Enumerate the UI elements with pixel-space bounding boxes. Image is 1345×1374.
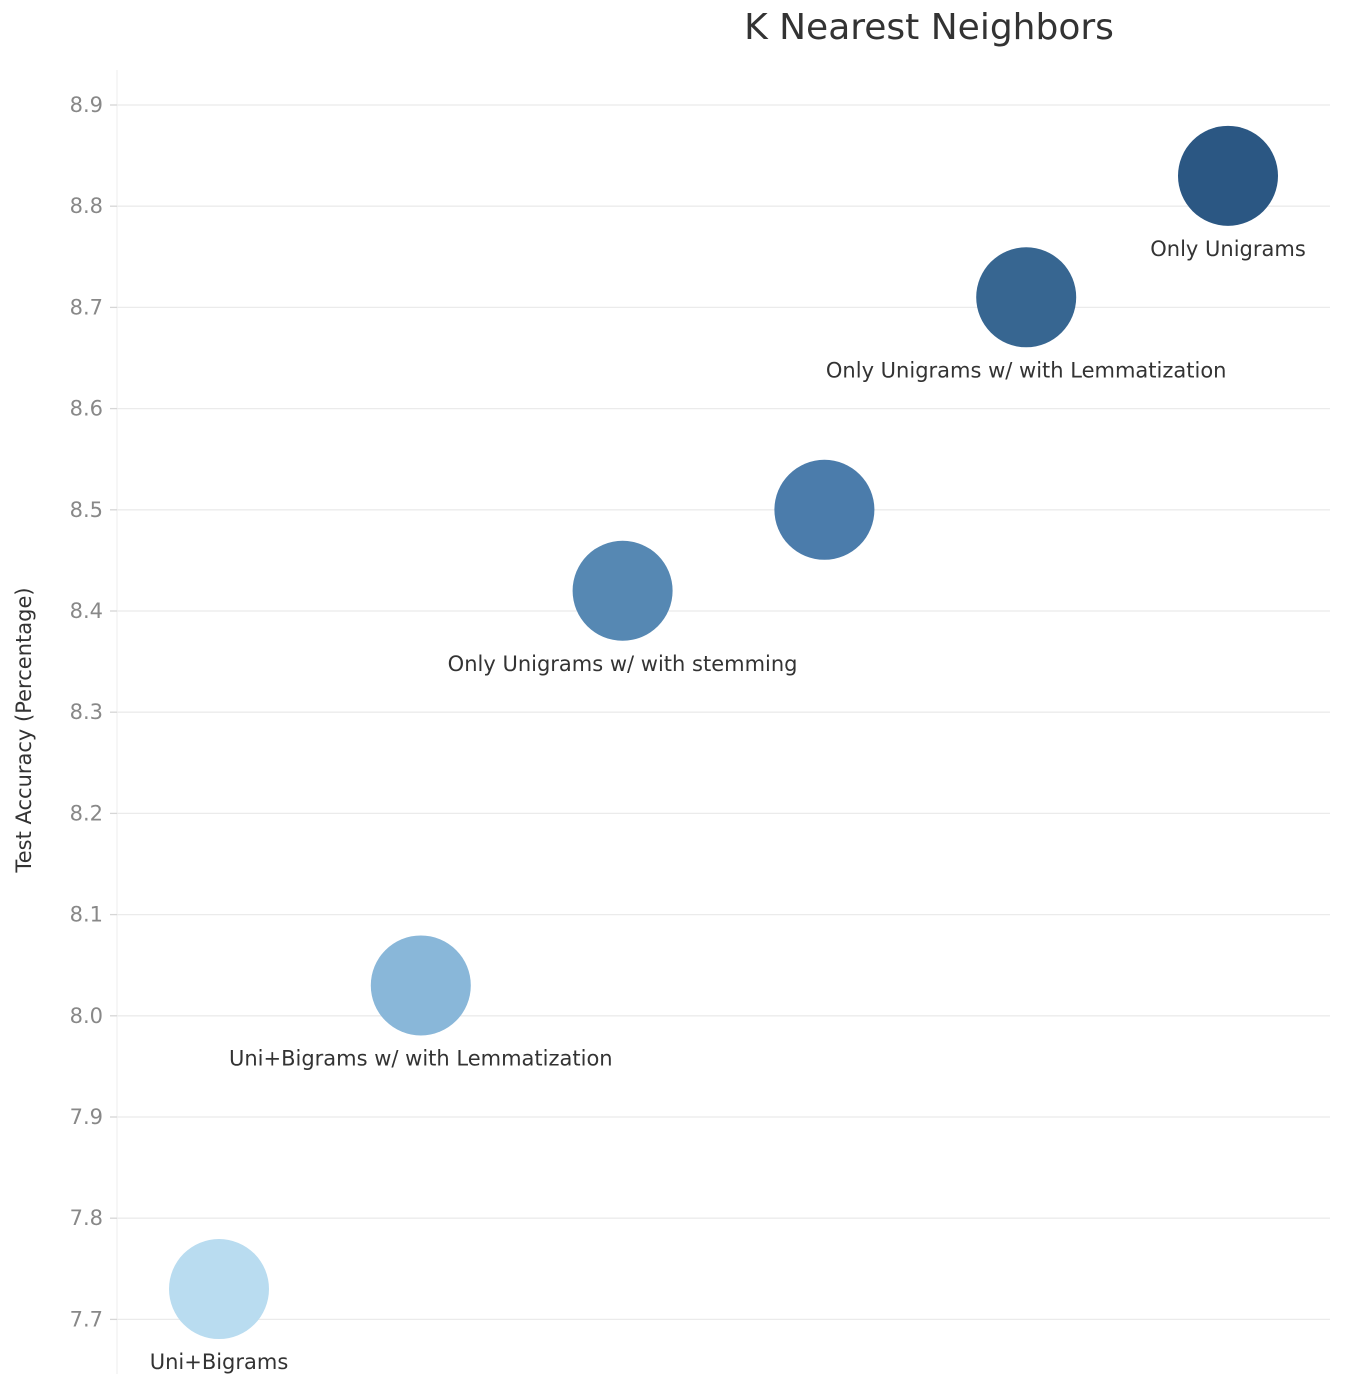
- y-tick-label: 8.3: [70, 700, 103, 724]
- data-point: [1178, 125, 1278, 226]
- y-tick-label: 7.9: [70, 1105, 103, 1129]
- point-label: Uni+Bigrams w/ with Lemmatization: [229, 1046, 613, 1070]
- y-tick-label: 8.8: [70, 194, 103, 218]
- y-tick-label: 8.5: [70, 498, 103, 522]
- y-tick-label: 8.4: [70, 599, 103, 623]
- data-point: [370, 935, 471, 1036]
- y-tick-label: 8.2: [70, 801, 103, 825]
- y-tick-label: 7.7: [70, 1307, 103, 1331]
- data-point: [976, 247, 1077, 348]
- y-axis-ticks: 7.7 7.8 7.9 8.0 8.1 8.2 8.3 8.4 8.5 8.6 8.7 8.8 8.9: [70, 93, 117, 1331]
- data-point: [774, 459, 875, 560]
- y-tick-label: 8.0: [70, 1004, 103, 1028]
- data-point: [169, 1239, 269, 1340]
- y-tick-label: 8.9: [70, 93, 103, 117]
- y-tick-label: 7.8: [70, 1206, 103, 1230]
- y-tick-label: 8.6: [70, 397, 103, 421]
- point-label: Uni+Bigrams: [150, 1350, 289, 1374]
- y-axis-label: Test Accuracy (Percentage): [12, 587, 36, 873]
- y-tick-label: 8.7: [70, 295, 103, 319]
- point-label: Only Unigrams w/ with stemming: [448, 652, 798, 676]
- chart-title: K Nearest Neighbors: [744, 7, 1114, 48]
- gridlines: [117, 104, 1330, 1321]
- point-label: Only Unigrams: [1150, 237, 1306, 261]
- data-point: [572, 540, 673, 641]
- y-tick-label: 8.1: [70, 903, 103, 927]
- point-label: Only Unigrams w/ with Lemmatization: [826, 358, 1227, 382]
- data-points: Uni+Bigrams Uni+Bigrams w/ with Lemmatiza…: [150, 125, 1306, 1374]
